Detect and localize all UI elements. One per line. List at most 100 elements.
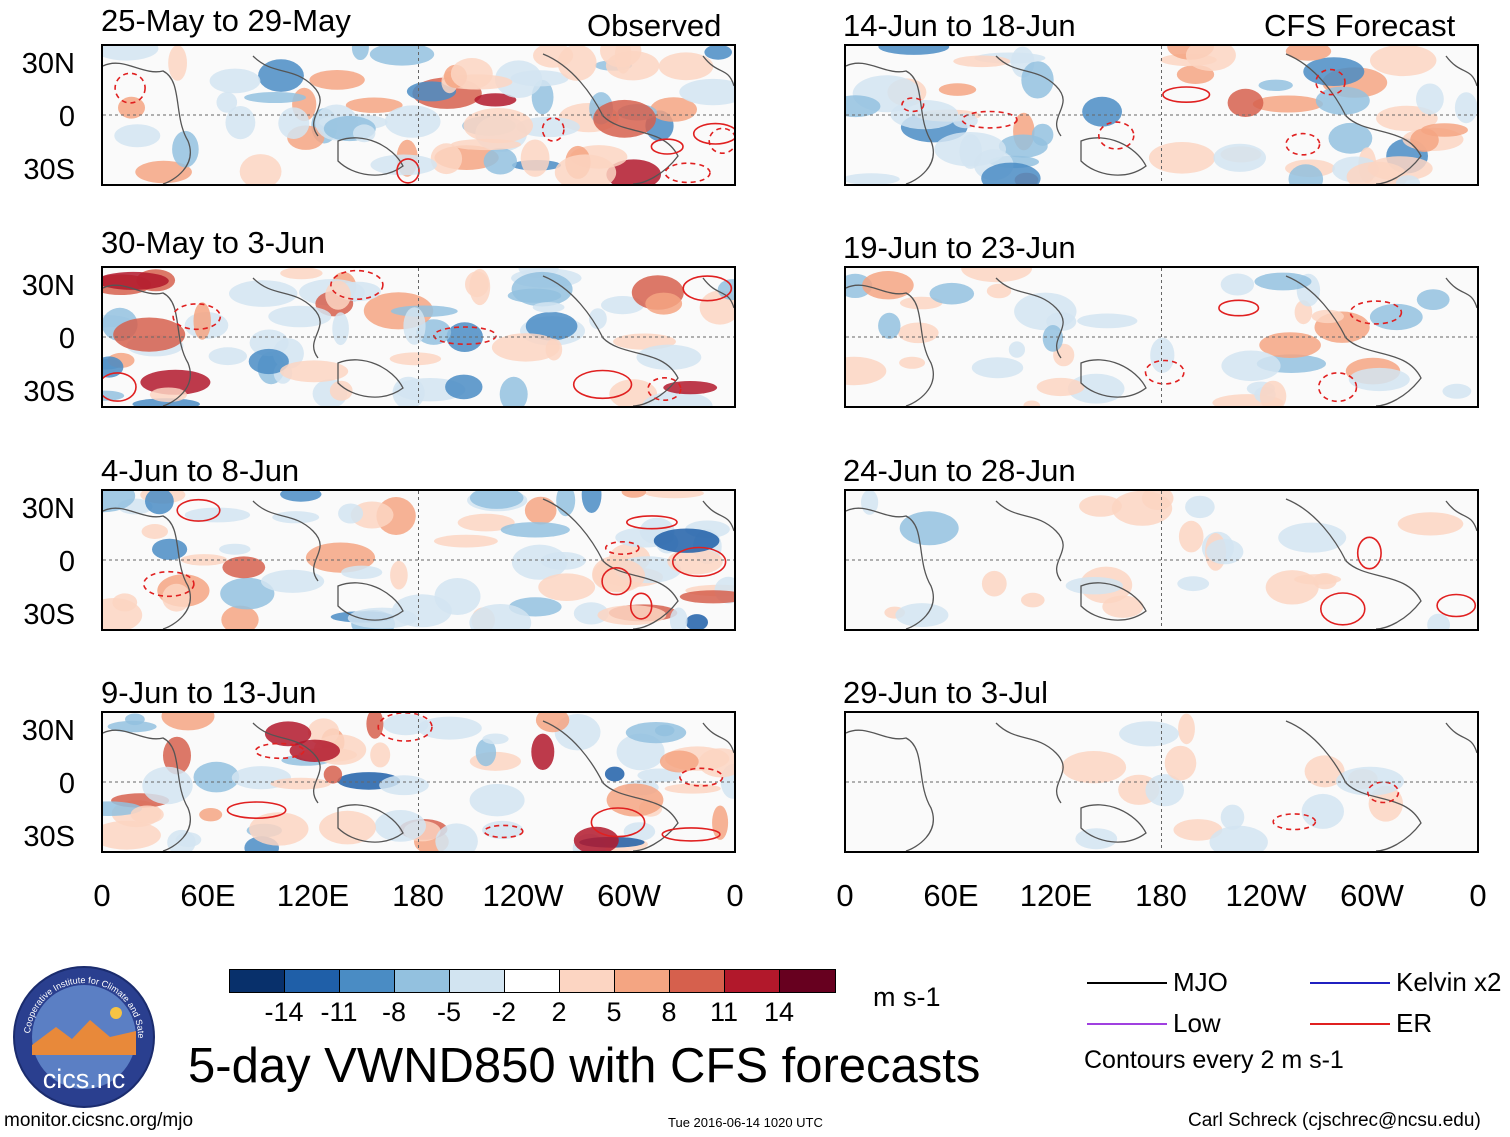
wind-anomaly-blob (1077, 313, 1138, 329)
colorbar-swatch (230, 970, 285, 992)
panel-title-forecast-2: 19-Jun to 23-Jun (843, 230, 1076, 265)
wind-anomaly-blob (1259, 380, 1287, 406)
wind-anomaly-blob (604, 766, 625, 782)
wind-anomaly-blob (679, 78, 734, 106)
wind-anomaly-blob (469, 491, 524, 509)
wind-anomaly-blob (469, 604, 532, 629)
wind-anomaly-blob (417, 716, 482, 740)
lat-label-eq: 0 (58, 768, 75, 800)
wind-anomaly-blob (1141, 491, 1174, 510)
coastline (103, 507, 191, 629)
footer-url[interactable]: monitor.cicsnc.org/mjo (4, 1110, 194, 1131)
main-title: 5-day VWND850 with CFS forecasts (188, 1039, 981, 1093)
wind-anomaly-blob (475, 738, 497, 767)
er-contour (172, 303, 222, 331)
colorbar-swatch (395, 970, 450, 992)
panel-title-observed-2: 30-May to 3-Jun (101, 225, 325, 260)
forecast-label: CFS Forecast (1264, 8, 1456, 43)
wind-anomaly-blob (451, 138, 522, 151)
wind-anomaly-blob (1258, 79, 1293, 91)
coastline (995, 722, 1064, 804)
wind-anomaly-blob (1370, 46, 1437, 77)
wind-anomaly-blob (510, 70, 569, 87)
wind-anomaly-blob (1278, 522, 1347, 553)
er-contour (629, 592, 653, 620)
wind-anomaly-blob (491, 333, 560, 362)
map-canvas (846, 491, 1477, 629)
wind-anomaly-blob (163, 736, 191, 775)
wind-anomaly-blob (899, 356, 926, 369)
coastline (1445, 500, 1477, 532)
wind-anomaly-blob (981, 570, 1007, 597)
er-contour (254, 742, 305, 760)
er-contour (708, 127, 734, 154)
colorbar-swatch (505, 970, 560, 992)
wind-anomaly-blob (1348, 367, 1410, 392)
map-panel-observed-2 (101, 266, 736, 408)
wind-anomaly-blob (278, 107, 310, 139)
wind-anomaly-blob (1150, 337, 1175, 373)
wind-anomaly-blob (1145, 774, 1184, 807)
wind-anomaly-blob (952, 113, 978, 129)
wind-anomaly-blob (1259, 332, 1321, 358)
wind-anomaly-blob (305, 542, 376, 573)
wind-anomaly-blob (500, 522, 570, 538)
er-contour (1319, 592, 1366, 626)
lat-label-30s: 30S (23, 376, 75, 408)
wind-anomaly-blob (341, 565, 383, 579)
wind-anomaly-blob (1328, 122, 1373, 154)
lon-label: 60E (180, 878, 236, 913)
wind-anomaly-blob (309, 70, 365, 90)
wind-anomaly-blob (319, 810, 376, 845)
wind-anomaly-blob (934, 132, 1006, 167)
wind-anomaly-blob (597, 605, 667, 625)
wind-anomaly-blob (653, 528, 720, 553)
er-contour (601, 566, 632, 596)
er-contour (572, 369, 633, 400)
wind-anomaly-blob (1301, 793, 1344, 829)
wind-anomaly-blob (389, 352, 442, 366)
wind-anomaly-blob (130, 805, 164, 824)
wind-anomaly-blob (878, 312, 901, 339)
wind-anomaly-blob (898, 322, 939, 344)
wind-anomaly-blob (261, 569, 325, 593)
er-contour (1218, 299, 1260, 317)
wind-anomaly-blob (450, 58, 493, 90)
wind-anomaly-blob (511, 271, 573, 307)
wind-anomaly-blob (1336, 766, 1404, 796)
er-contour (590, 807, 646, 838)
wind-anomaly-blob (1042, 325, 1064, 352)
wind-anomaly-blob (621, 491, 647, 498)
wind-anomaly-blob (280, 268, 323, 280)
lon-label: 0 (836, 878, 854, 913)
wind-anomaly-blob (141, 524, 168, 539)
wind-anomaly-blob (520, 139, 550, 177)
wind-anomaly-blob (971, 357, 1024, 379)
wind-anomaly-blob (669, 607, 688, 629)
wind-anomaly-blob (1021, 61, 1054, 99)
wind-anomaly-blob (180, 554, 228, 566)
wind-anomaly-blob (268, 305, 332, 328)
wind-anomaly-blob (1079, 495, 1122, 517)
wind-anomaly-blob (589, 308, 607, 330)
legend-label-er: ER (1396, 1008, 1433, 1038)
colorbar-label: -14 (264, 997, 304, 1027)
map-canvas (103, 268, 734, 406)
coastline (252, 500, 321, 582)
wind-anomaly-blob (1397, 512, 1464, 536)
er-contour (664, 162, 711, 184)
wind-anomaly-blob (1036, 377, 1085, 397)
wind-anomaly-blob (457, 513, 515, 532)
wind-anomaly-blob (193, 761, 240, 793)
wind-anomaly-blob (699, 290, 734, 325)
colorbar-label: 11 (709, 997, 739, 1027)
wind-anomaly-blob (132, 398, 200, 406)
cics-logo: Cooperative Institute for Climate and Sa… (9, 957, 156, 1109)
lon-label: 180 (392, 878, 444, 913)
coastline (1080, 582, 1147, 621)
lat-label-30n: 30N (21, 48, 75, 80)
wind-anomaly-blob (384, 105, 441, 138)
wind-anomaly-blob (114, 124, 161, 148)
er-contour (330, 269, 384, 300)
colorbar-swatch (285, 970, 340, 992)
